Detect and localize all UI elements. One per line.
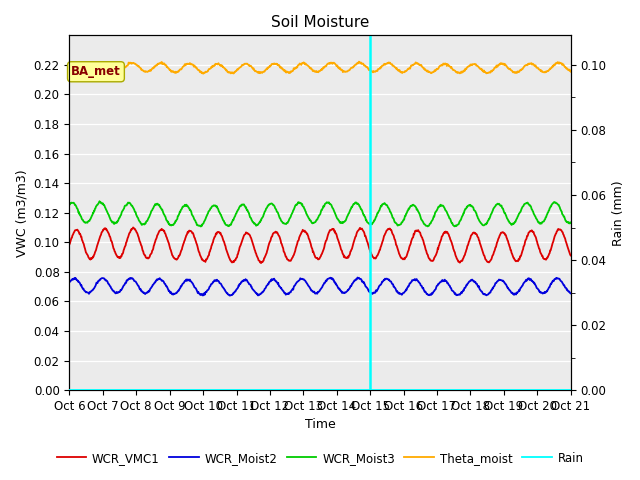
- Theta_moist: [287, 69, 294, 74]
- Rain: [410, 387, 417, 393]
- WCR_Moist2: [411, 276, 419, 282]
- Legend: WCR_VMC1, WCR_Moist2, WCR_Moist3, Theta_moist, Rain: WCR_VMC1, WCR_Moist2, WCR_Moist3, Theta_…: [52, 447, 588, 469]
- Rain: [65, 387, 73, 393]
- WCR_Moist3: [567, 220, 575, 226]
- Theta_moist: [116, 68, 124, 74]
- WCR_Moist3: [197, 224, 205, 229]
- WCR_VMC1: [65, 241, 73, 247]
- WCR_VMC1: [129, 225, 137, 230]
- WCR_Moist2: [269, 277, 276, 283]
- X-axis label: Time: Time: [305, 419, 335, 432]
- WCR_VMC1: [269, 230, 277, 236]
- Theta_moist: [411, 61, 419, 67]
- WCR_Moist3: [95, 198, 103, 204]
- Theta_moist: [269, 61, 276, 67]
- Rain: [286, 387, 294, 393]
- WCR_VMC1: [458, 258, 465, 264]
- Line: WCR_Moist3: WCR_Moist3: [69, 201, 571, 227]
- Rain: [268, 387, 276, 393]
- Line: WCR_VMC1: WCR_VMC1: [69, 228, 571, 263]
- WCR_Moist2: [458, 289, 465, 295]
- Rain: [116, 387, 124, 393]
- WCR_Moist2: [467, 278, 474, 284]
- WCR_Moist2: [287, 289, 294, 295]
- WCR_Moist2: [567, 290, 575, 296]
- Theta_moist: [567, 69, 575, 74]
- Text: BA_met: BA_met: [71, 65, 121, 78]
- WCR_Moist3: [269, 202, 277, 208]
- Theta_moist: [467, 61, 474, 67]
- WCR_Moist3: [458, 216, 465, 221]
- Line: WCR_Moist2: WCR_Moist2: [69, 277, 571, 296]
- WCR_Moist3: [411, 203, 419, 209]
- WCR_Moist2: [226, 293, 234, 299]
- Theta_moist: [355, 59, 363, 64]
- WCR_Moist3: [117, 212, 125, 218]
- Rain: [567, 387, 575, 393]
- Title: Soil Moisture: Soil Moisture: [271, 15, 369, 30]
- WCR_Moist3: [467, 202, 474, 208]
- Theta_moist: [65, 63, 73, 69]
- Theta_moist: [458, 69, 465, 74]
- WCR_Moist2: [65, 279, 73, 285]
- Rain: [456, 387, 464, 393]
- WCR_Moist3: [287, 212, 295, 218]
- WCR_Moist2: [116, 287, 124, 293]
- WCR_VMC1: [116, 255, 124, 261]
- WCR_VMC1: [567, 252, 575, 258]
- WCR_VMC1: [467, 235, 474, 241]
- Y-axis label: Rain (mm): Rain (mm): [612, 180, 625, 246]
- WCR_VMC1: [257, 260, 265, 266]
- WCR_Moist3: [65, 202, 73, 208]
- Y-axis label: VWC (m3/m3): VWC (m3/m3): [15, 169, 28, 256]
- WCR_VMC1: [287, 257, 295, 263]
- WCR_Moist2: [354, 275, 362, 280]
- Rain: [465, 387, 473, 393]
- WCR_VMC1: [411, 230, 419, 236]
- Theta_moist: [200, 71, 207, 76]
- Line: Theta_moist: Theta_moist: [69, 61, 571, 73]
